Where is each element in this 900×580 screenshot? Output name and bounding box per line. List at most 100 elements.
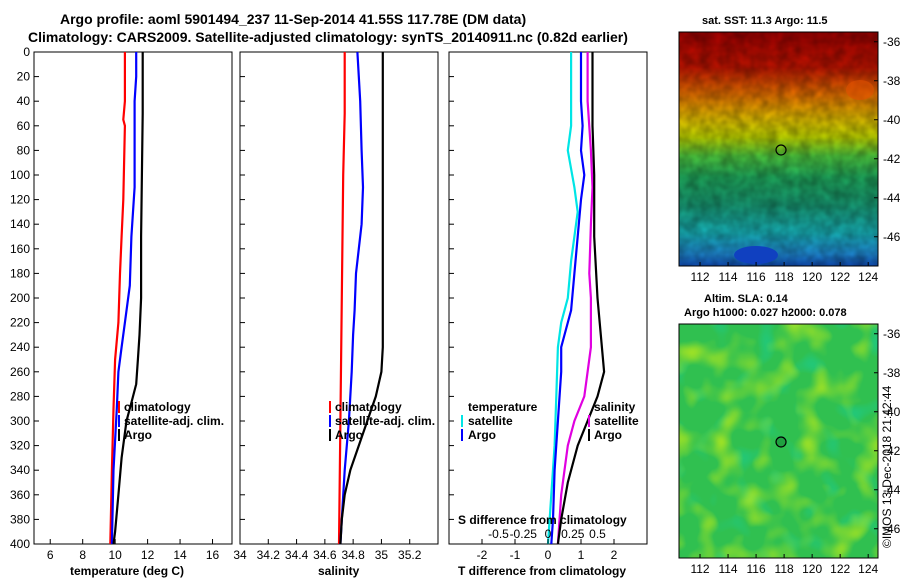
salinity-legend: climatology satellite-adj. clim. Argo — [329, 400, 435, 442]
y-tick-label: 300 — [10, 414, 30, 428]
map-y-tick-label: -36 — [883, 35, 900, 49]
y-tick-label: 40 — [17, 94, 31, 108]
difference-series-s-argo — [556, 52, 606, 545]
sla-map: Altim. SLA: 0.14 Argo h1000: 0.027 h2000… — [678, 293, 900, 576]
x2-tick-label: -0.25 — [510, 527, 538, 541]
map-x-tick-label: 120 — [802, 562, 822, 576]
y-tick-label: 260 — [10, 365, 30, 379]
difference-series-t-argo — [550, 52, 586, 545]
map-y-tick-label: -42 — [883, 152, 900, 166]
x-tick-label: 34.2 — [257, 548, 281, 562]
map-x-tick-label: 112 — [690, 562, 709, 576]
legend-temperature-title: temperature — [468, 400, 538, 414]
sla-map-frame — [678, 323, 879, 559]
difference-panel: -2 -1 0 1 2 -0.5 -0.25 0 0.25 0.5 S difference fr… — [448, 51, 648, 578]
map-x-tick-label: 116 — [747, 562, 766, 576]
map-y-tick-label: -46 — [883, 522, 900, 536]
x-tick-label: 34.8 — [341, 548, 365, 562]
salinity-series-satellite-adj-clim- — [339, 51, 365, 545]
x-tick-label: 35 — [375, 548, 389, 562]
map-x-tick-label: 118 — [775, 270, 794, 284]
legend-t-argo: Argo — [468, 428, 496, 442]
x-tick-label: -2 — [477, 548, 488, 562]
map-y-tick-label: -42 — [883, 444, 900, 458]
temperature-series-climatology — [109, 52, 127, 545]
y-tick-label: 0 — [23, 45, 30, 59]
legend-s-argo: Argo — [594, 428, 622, 442]
y-tick-label: 340 — [10, 463, 30, 477]
x2-tick-label: 0.5 — [589, 527, 606, 541]
x2-tick-label: 0 — [545, 527, 552, 541]
map-y-tick-label: -36 — [883, 327, 900, 341]
map-x-tick-label: 124 — [858, 562, 878, 576]
salinity-series-climatology — [337, 52, 346, 545]
map-x-tick-label: 112 — [690, 270, 709, 284]
sla-map-title-2: Argo h1000: 0.027 h2000: 0.078 — [684, 307, 847, 319]
map-x-tick-label: 122 — [830, 562, 850, 576]
x-tick-label: 34.6 — [313, 548, 337, 562]
sst-map-frame — [678, 31, 879, 267]
map-y-tick-label: -40 — [883, 405, 900, 419]
y-tick-label: 60 — [17, 119, 31, 133]
difference-series-t-satellite — [546, 52, 579, 545]
x2-tick-label: -0.5 — [488, 527, 509, 541]
x-tick-label: 35.2 — [398, 548, 422, 562]
argo-location-marker — [775, 144, 787, 156]
map-y-tick-label: -44 — [883, 483, 900, 497]
difference-legend: temperature satellite Argo salinity sate… — [461, 400, 639, 442]
y-tick-label: 320 — [10, 439, 30, 453]
map-y-tick-label: -44 — [883, 191, 900, 205]
y-tick-label: 200 — [10, 291, 30, 305]
x-tick-label: 34.4 — [285, 548, 309, 562]
y-tick-label: 180 — [10, 266, 30, 280]
sst-map-texture — [679, 32, 878, 266]
t-difference-x-label: T difference from climatology — [458, 564, 626, 578]
y-tick-label: 360 — [10, 488, 30, 502]
imos-footer: ©IMOS 13-Dec-2018 21:42:44 — [880, 385, 894, 548]
x-tick-label: 8 — [79, 548, 86, 562]
x2-tick-label: 0.25 — [561, 527, 585, 541]
x-tick-label: -1 — [510, 548, 521, 562]
salinity-series-argo — [339, 52, 384, 545]
y-tick-label: 280 — [10, 389, 30, 403]
salinity-panel: 34 34.2 34.4 34.6 34.8 35 35.2 salinity climat… — [233, 51, 439, 578]
x-tick-label: 1 — [578, 548, 585, 562]
map-x-tick-label: 120 — [802, 270, 822, 284]
map-x-tick-label: 114 — [718, 562, 737, 576]
x-tick-label: 34 — [233, 548, 247, 562]
map-y-tick-label: -38 — [883, 366, 900, 380]
map-x-tick-label: 122 — [830, 270, 850, 284]
x-tick-label: 2 — [611, 548, 618, 562]
legend-argo: Argo — [124, 428, 152, 442]
y-tick-label: 80 — [17, 143, 31, 157]
sst-cold-patch — [734, 246, 778, 264]
y-tick-label: 120 — [10, 193, 30, 207]
legend-t-satellite: satellite — [468, 414, 513, 428]
sst-map-title: sat. SST: 11.3 Argo: 11.5 — [702, 15, 828, 27]
y-tick-label: 220 — [10, 316, 30, 330]
difference-series-s-satellite — [556, 52, 594, 545]
figure-title-line-1: Argo profile: aoml 5901494_237 11-Sep-20… — [60, 11, 526, 27]
sst-warm-patch — [846, 80, 874, 100]
map-y-tick-label: -40 — [883, 113, 900, 127]
legend-climatology: climatology — [335, 400, 402, 414]
map-y-tick-label: -46 — [883, 230, 900, 244]
x-tick-label: 0 — [545, 548, 552, 562]
temperature-panel: 6 8 10 12 14 16020406080100120140160180200220… — [10, 45, 233, 578]
legend-argo: Argo — [335, 428, 363, 442]
difference-panel-frame — [448, 51, 648, 545]
legend-s-satellite: satellite — [594, 414, 639, 428]
s-difference-x-label: S difference from climatology — [458, 513, 627, 527]
temperature-series-argo — [112, 52, 144, 545]
x-tick-label: 14 — [173, 548, 187, 562]
legend-satellite-adj: satellite-adj. clim. — [335, 414, 435, 428]
y-tick-label: 240 — [10, 340, 30, 354]
x-tick-label: 16 — [206, 548, 220, 562]
y-tick-label: 380 — [10, 512, 30, 526]
temperature-panel-frame — [33, 51, 233, 545]
temperature-series-satellite-adj-clim- — [110, 52, 138, 545]
y-tick-label: 100 — [10, 168, 30, 182]
sst-map: sat. SST: 11.3 Argo: 11.5 112 114 116 118 12… — [678, 15, 900, 284]
argo-location-marker — [775, 436, 787, 448]
